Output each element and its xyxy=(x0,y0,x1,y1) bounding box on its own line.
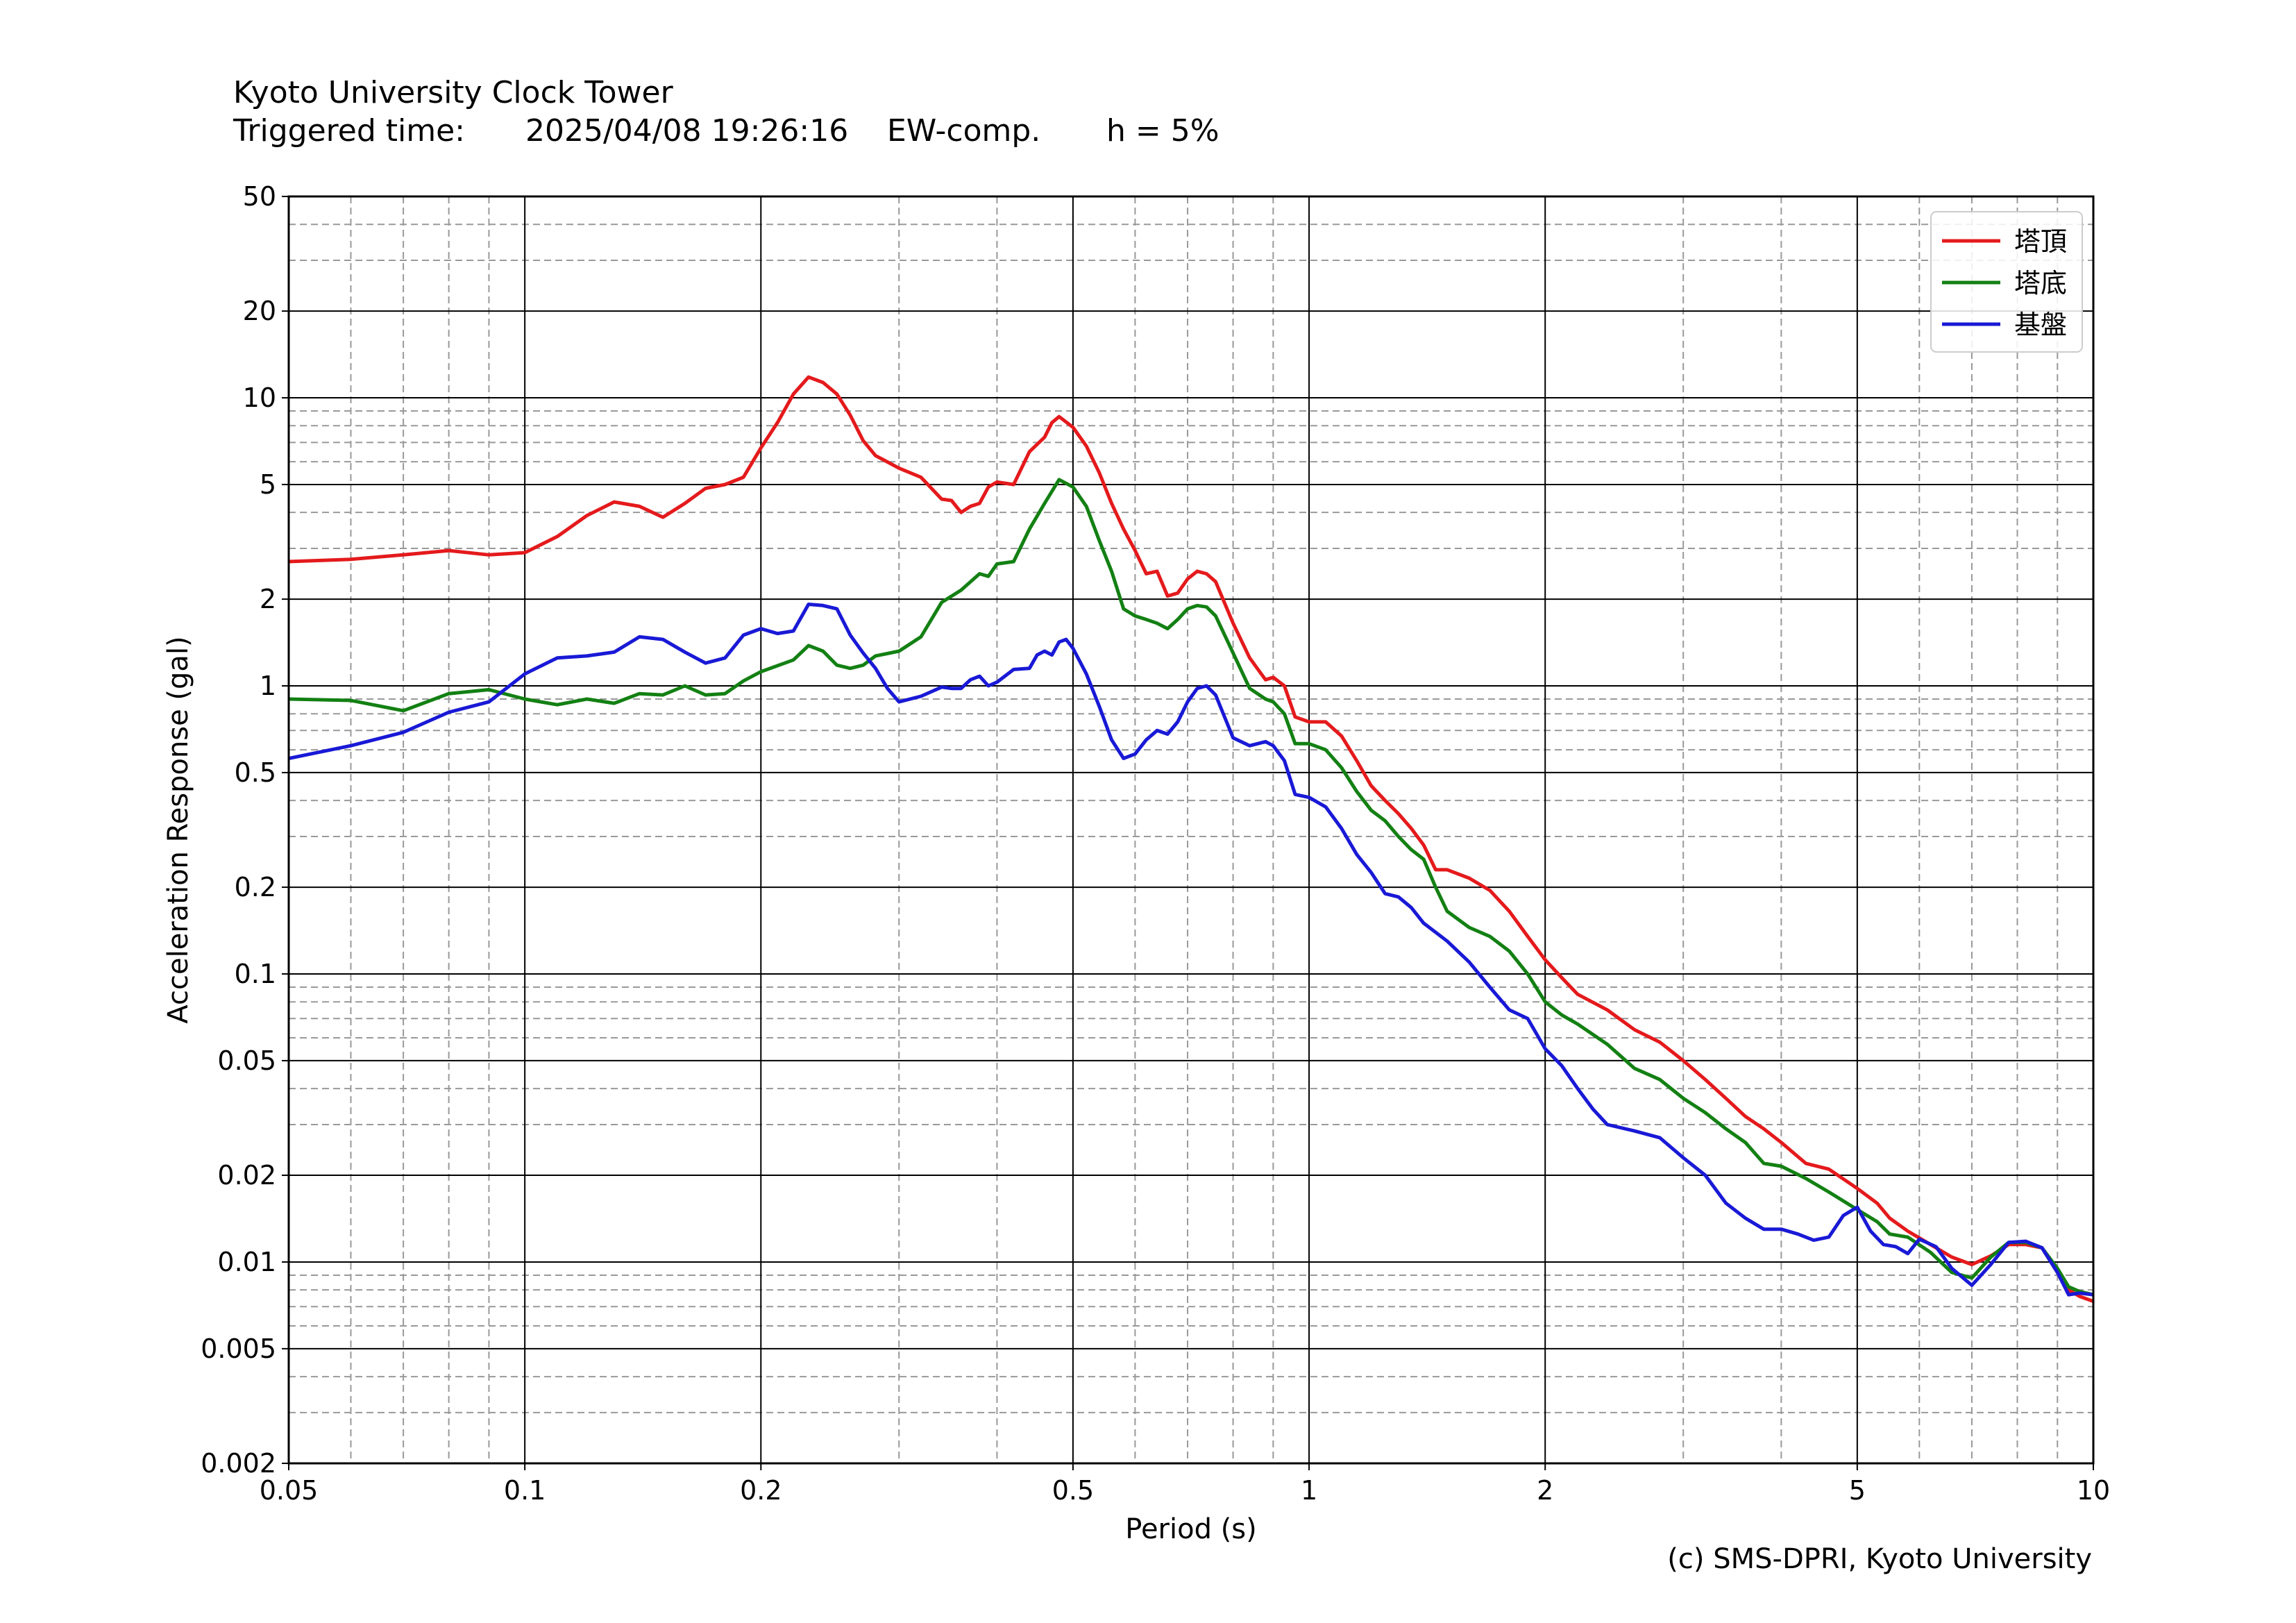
minor-grid xyxy=(289,196,2093,1463)
y-tick-label: 10 xyxy=(243,382,276,413)
triggered-time-label: Triggered time: xyxy=(233,113,465,149)
plot-frame xyxy=(287,195,2095,1465)
x-tick-label: 5 xyxy=(1849,1475,1866,1506)
y-tick-label: 20 xyxy=(243,296,276,326)
x-axis-label: Period (s) xyxy=(1125,1513,1257,1545)
series-line-2 xyxy=(289,478,2093,1297)
triggered-time-value: 2025/04/08 19:26:16 xyxy=(525,113,849,149)
y-tick-label: 0.01 xyxy=(217,1247,276,1277)
legend-label: 塔頂 xyxy=(2014,226,2067,257)
legend-label: 塔底 xyxy=(2014,268,2067,298)
chart-title: Kyoto University Clock Tower xyxy=(233,75,673,110)
damping-label: h = 5% xyxy=(1106,113,1219,149)
y-tick-label: 0.005 xyxy=(201,1334,276,1364)
credit-text: (c) SMS-DPRI, Kyoto University xyxy=(1667,1543,2092,1575)
y-tick-label: 50 xyxy=(243,181,276,212)
y-tick-label: 0.002 xyxy=(201,1448,276,1479)
x-tick-label: 0.5 xyxy=(1052,1475,1094,1506)
x-tick-label: 0.05 xyxy=(260,1475,319,1506)
y-tick-label: 5 xyxy=(260,469,276,500)
x-tick-label: 0.1 xyxy=(504,1475,546,1506)
x-tick-label: 10 xyxy=(2077,1475,2110,1506)
series-line-1 xyxy=(289,375,2093,1304)
y-tick-label: 1 xyxy=(260,671,276,701)
series-layer xyxy=(289,375,2093,1304)
legend-box xyxy=(1930,211,2083,353)
y-tick-label: 0.5 xyxy=(235,757,276,788)
x-tick-label: 1 xyxy=(1301,1475,1317,1506)
legend-label: 基盤 xyxy=(2014,310,2067,340)
y-axis-label: Acceleration Response (gal) xyxy=(162,636,194,1023)
x-tick-label: 2 xyxy=(1537,1475,1553,1506)
y-tick-label: 0.02 xyxy=(217,1160,276,1191)
major-grid xyxy=(288,196,2094,1464)
y-tick-label: 2 xyxy=(260,584,276,614)
axis-ticks: 0.05 0.1 0.2 0.5 1 2 5 10 0.002 0.005 0.01 0.02 0.05… xyxy=(201,181,2110,1506)
series-line-3 xyxy=(289,603,2093,1297)
y-tick-label: 0.05 xyxy=(217,1045,276,1076)
y-tick-label: 0.2 xyxy=(235,872,276,902)
component-label: EW-comp. xyxy=(887,113,1041,149)
x-tick-label: 0.2 xyxy=(740,1475,782,1506)
y-tick-label: 0.1 xyxy=(235,959,276,989)
